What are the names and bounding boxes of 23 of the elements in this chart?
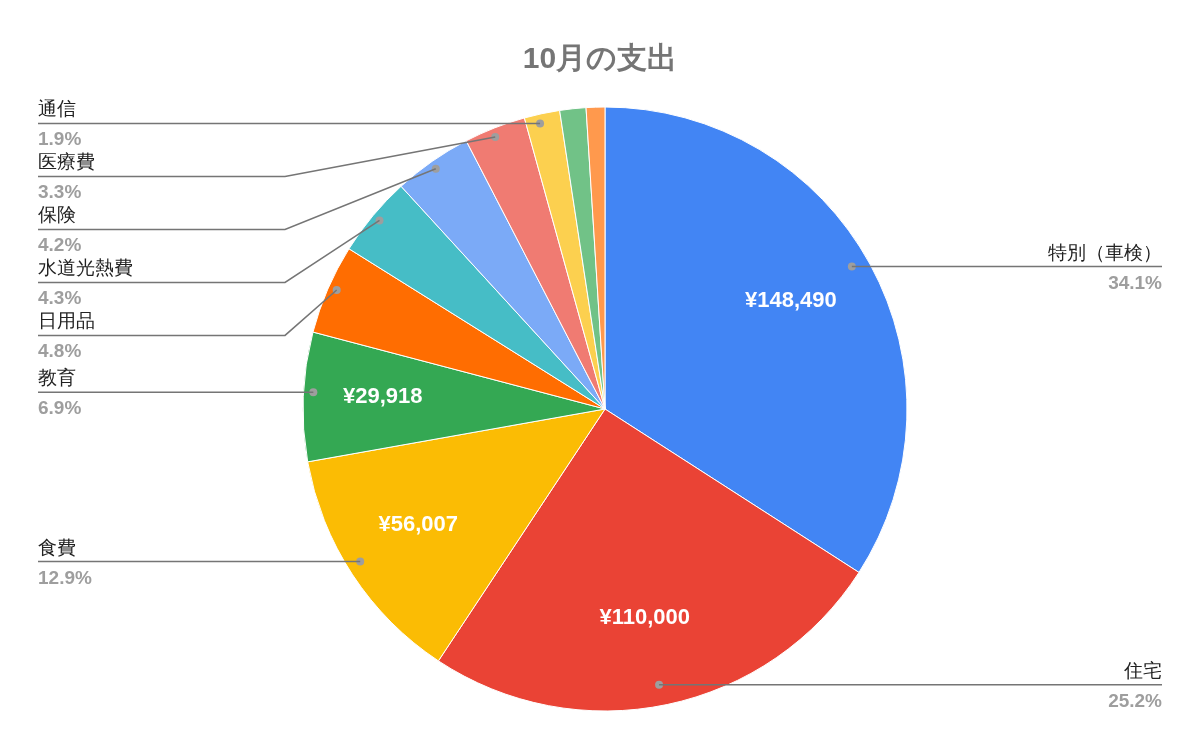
chart-title: 10月の支出 [522,41,678,74]
text: ¥148,490 [744,287,837,313]
data-label: 1.9% [38,128,82,150]
text: ¥56,007 [378,510,459,536]
slice-label: 特別（車検） [1048,241,1162,263]
text: ¥29,918 [342,382,423,408]
slice-label: 通信 [38,98,76,120]
data-label: 12.9% [38,566,92,588]
data-label: 4.2% [38,234,82,256]
data-label: 25.2% [1108,689,1163,711]
slice-label: 保険 [38,204,76,226]
text: ¥110,000 [599,604,691,630]
data-label: 3.3% [38,181,82,203]
slice-label: 食費 [38,536,76,558]
data-label: 34.1% [1108,271,1163,293]
data-label: 4.3% [38,287,82,309]
data-label: 4.8% [38,340,82,362]
data-label: 6.9% [38,397,82,419]
slice-label: 教育 [38,367,76,389]
slice-label: 住宅 [1123,659,1162,681]
slice-label: 医療費 [38,151,95,173]
slice-label: 水道光熱費 [38,257,133,279]
slice-label: 日用品 [38,310,95,332]
